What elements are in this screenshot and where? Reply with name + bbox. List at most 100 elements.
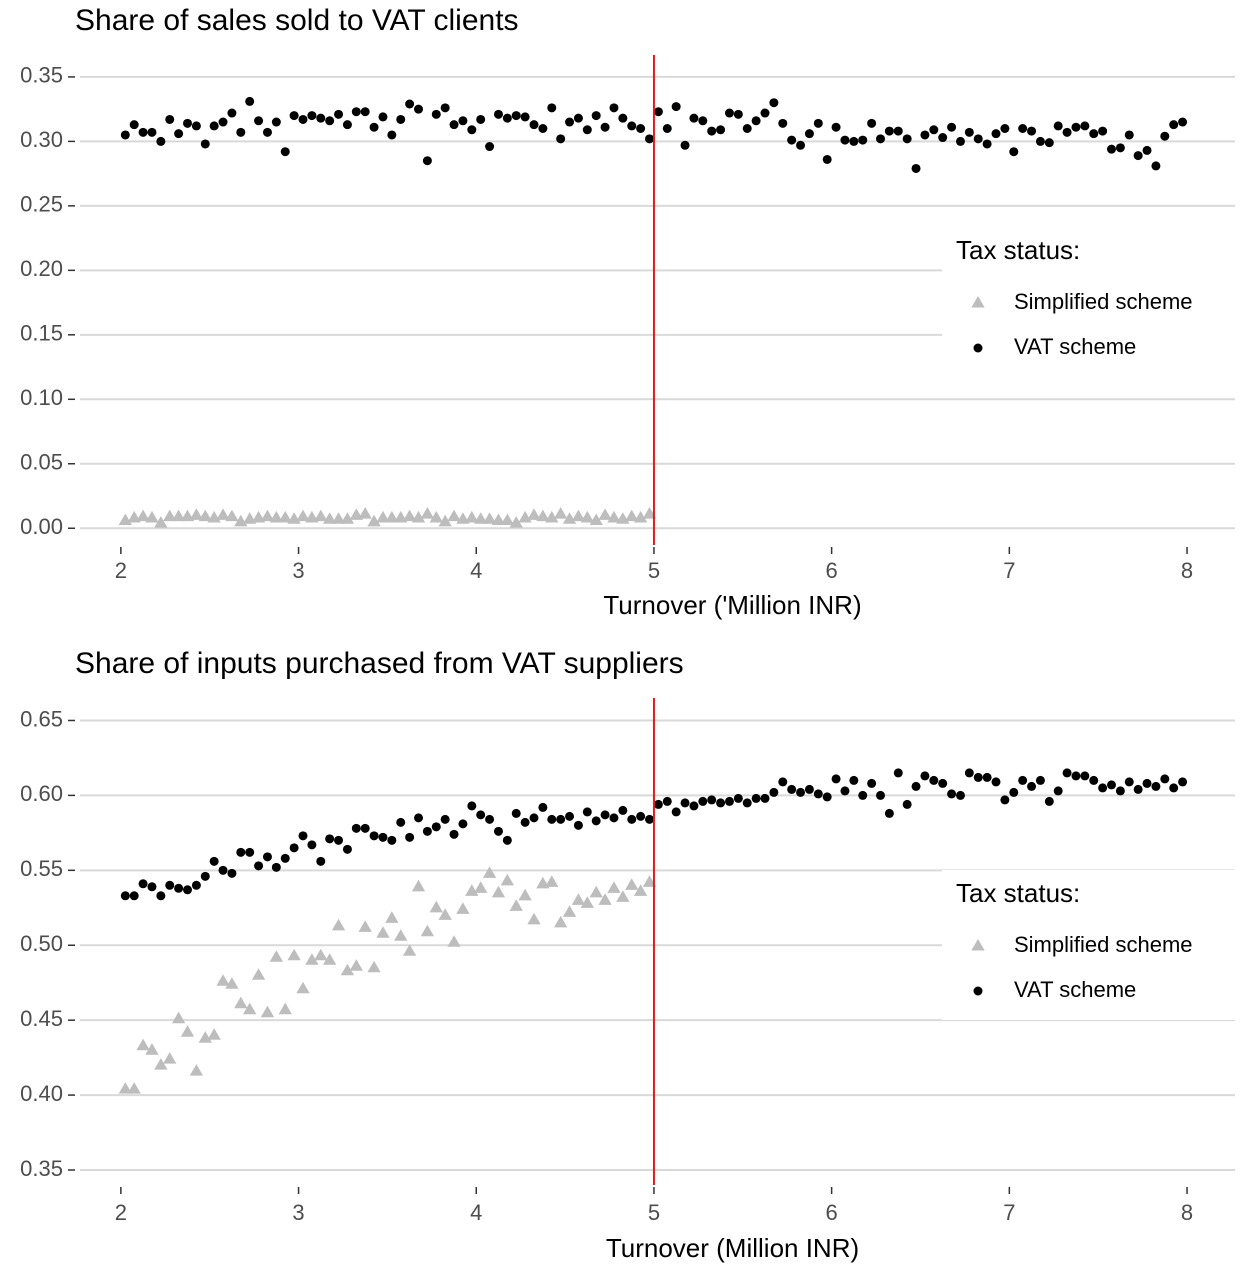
point <box>509 516 523 528</box>
point <box>200 139 210 149</box>
point <box>138 879 148 889</box>
point <box>325 834 335 844</box>
point <box>1133 151 1143 161</box>
point <box>314 948 328 961</box>
point <box>867 778 877 788</box>
point <box>633 510 648 523</box>
point <box>562 905 577 917</box>
point <box>180 1025 195 1037</box>
point <box>349 959 363 971</box>
point <box>305 953 319 965</box>
point <box>724 796 734 806</box>
point <box>822 154 832 164</box>
point <box>760 108 770 118</box>
point <box>129 120 139 130</box>
point <box>476 810 486 820</box>
point <box>804 784 814 794</box>
x-tick-label: 7 <box>1003 558 1015 583</box>
point <box>529 120 539 130</box>
point <box>394 929 408 941</box>
point <box>1071 122 1081 132</box>
point <box>191 121 201 131</box>
point <box>589 885 603 898</box>
point <box>545 875 559 887</box>
point <box>902 134 912 144</box>
point <box>474 512 488 524</box>
point <box>554 915 568 928</box>
point <box>485 142 495 152</box>
point <box>1080 771 1090 781</box>
point <box>420 924 435 937</box>
legend-swatch <box>973 343 983 353</box>
point <box>225 509 239 522</box>
point <box>251 968 266 980</box>
point <box>260 509 275 522</box>
point <box>625 509 639 522</box>
point <box>360 107 370 117</box>
point <box>147 127 157 137</box>
point <box>307 840 317 850</box>
point <box>591 816 601 826</box>
point <box>227 868 237 878</box>
point <box>1053 121 1063 131</box>
point <box>751 793 761 803</box>
point <box>607 881 621 893</box>
point <box>813 118 823 128</box>
point <box>129 891 139 901</box>
point <box>198 1031 212 1043</box>
point <box>438 908 452 920</box>
point <box>367 960 381 973</box>
point <box>545 510 559 523</box>
point <box>465 510 479 523</box>
y-tick-label: 0.00 <box>20 514 63 539</box>
point <box>849 775 859 785</box>
point <box>884 126 894 136</box>
point <box>867 118 877 128</box>
point <box>431 109 441 119</box>
point <box>653 799 663 809</box>
point <box>136 1038 150 1051</box>
point <box>118 1082 132 1094</box>
point <box>207 1028 221 1040</box>
point <box>556 134 566 144</box>
point <box>1000 795 1010 805</box>
point <box>556 814 566 824</box>
point <box>662 796 672 806</box>
point <box>396 114 406 124</box>
point <box>964 768 974 778</box>
y-tick-label: 0.55 <box>20 856 63 881</box>
y-tick-label: 0.50 <box>20 931 63 956</box>
point <box>331 918 346 931</box>
point <box>269 510 283 523</box>
point <box>387 130 397 140</box>
point <box>254 116 264 126</box>
point <box>929 125 939 135</box>
point <box>387 835 397 845</box>
point <box>689 113 699 123</box>
point <box>616 890 630 902</box>
point <box>209 121 219 131</box>
point <box>831 122 841 132</box>
point <box>831 774 841 784</box>
y-tick-label: 0.20 <box>20 256 63 281</box>
point <box>154 516 168 528</box>
point <box>1160 774 1170 784</box>
point <box>938 778 948 788</box>
x-tick-label: 8 <box>1181 558 1193 583</box>
point <box>1027 781 1037 791</box>
point <box>1169 120 1179 130</box>
point <box>529 813 539 823</box>
point <box>269 950 283 962</box>
point <box>218 865 228 875</box>
point <box>680 798 690 808</box>
point <box>520 112 530 122</box>
point <box>947 789 957 799</box>
point <box>420 507 435 519</box>
point <box>209 856 219 866</box>
point <box>385 911 399 923</box>
point <box>536 509 550 522</box>
point <box>571 509 586 522</box>
point <box>289 843 299 853</box>
point <box>402 944 417 956</box>
